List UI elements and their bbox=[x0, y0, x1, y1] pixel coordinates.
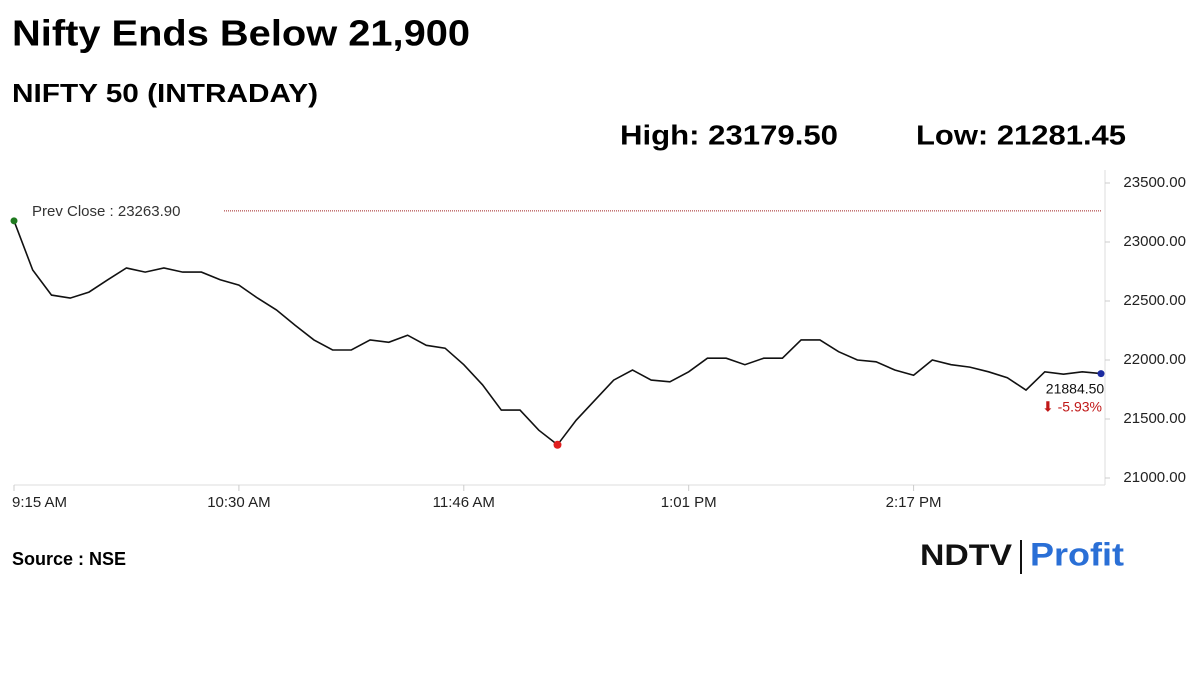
x-tick-label: 2:17 PM bbox=[886, 494, 942, 511]
start-dot bbox=[10, 217, 18, 225]
chart-title: Nifty Ends Below 21,900 bbox=[12, 13, 470, 54]
price-line bbox=[13, 220, 1102, 446]
x-tick-label: 11:46 AM bbox=[433, 494, 495, 511]
brand-sub: Profit bbox=[1030, 536, 1124, 572]
source: Source : NSE bbox=[12, 549, 126, 569]
y-tick-label: 23000.00 bbox=[1123, 233, 1186, 250]
y-tick-label: 21500.00 bbox=[1123, 410, 1186, 427]
chart-subtitle: NIFTY 50 (INTRADAY) bbox=[12, 78, 318, 108]
end-value-label: 21884.50 bbox=[1046, 381, 1105, 397]
y-tick-label: 22000.00 bbox=[1123, 351, 1186, 368]
x-tick-label: 9:15 AM bbox=[12, 494, 67, 511]
end-dot bbox=[1097, 370, 1105, 378]
x-tick-label: 10:30 AM bbox=[207, 494, 270, 511]
low-dot bbox=[553, 440, 562, 449]
high-label: High: 23179.50 bbox=[620, 119, 838, 150]
low-label: Low: 21281.45 bbox=[916, 119, 1126, 150]
y-tick-label: 23500.00 bbox=[1123, 174, 1186, 191]
change-label: ⬇ -5.93% bbox=[1042, 399, 1102, 415]
prev-close-label: Prev Close : 23263.90 bbox=[32, 203, 180, 220]
y-tick-label: 21000.00 bbox=[1123, 469, 1186, 486]
x-tick-label: 1:01 PM bbox=[661, 494, 717, 511]
y-tick-label: 22500.00 bbox=[1123, 292, 1186, 309]
brand-name: NDTV bbox=[920, 539, 1012, 572]
